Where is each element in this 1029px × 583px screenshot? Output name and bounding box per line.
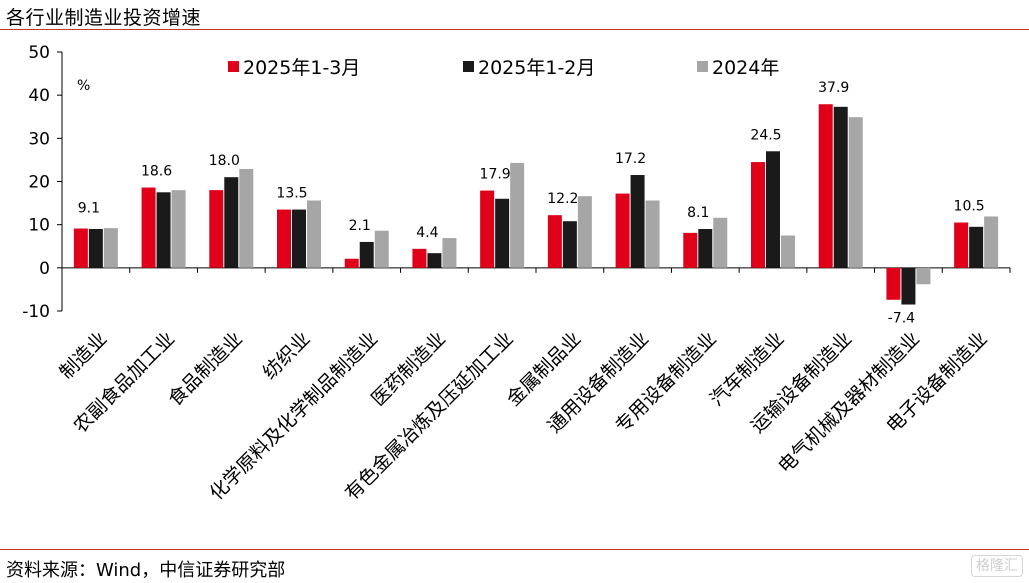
category-label: 制造业 — [56, 328, 112, 384]
data-label: 24.5 — [750, 127, 781, 143]
bar-2 — [833, 106, 848, 268]
y-tick-label: 10 — [28, 216, 50, 236]
bar-2 — [562, 221, 577, 268]
bar-1 — [615, 193, 630, 268]
bar-1 — [73, 228, 88, 268]
bar-3 — [848, 117, 863, 268]
data-label: 17.9 — [480, 167, 511, 183]
bar-2 — [224, 177, 239, 268]
legend-label-1: 2025年1-3月 — [243, 57, 360, 79]
bar-2 — [359, 241, 374, 268]
y-tick-label: 30 — [28, 129, 50, 149]
chart-title: 各行业制造业投资增速 — [6, 7, 202, 29]
bar-3 — [510, 162, 525, 268]
bar-3 — [984, 216, 999, 268]
bar-2 — [698, 228, 713, 268]
bar-1 — [751, 162, 765, 268]
bar-1 — [141, 187, 156, 268]
data-label: 18.6 — [141, 164, 172, 180]
source-note: 资料来源：Wind，中信证券研究部 — [6, 560, 286, 581]
bar-3 — [577, 196, 592, 268]
bar-2 — [427, 253, 442, 268]
bar-2 — [495, 198, 510, 268]
data-label: 10.5 — [954, 199, 985, 215]
data-label: 13.5 — [276, 186, 307, 202]
bar-2 — [766, 151, 780, 268]
bar-2 — [88, 228, 103, 268]
data-label: 9.1 — [78, 201, 100, 217]
bar-3 — [645, 200, 660, 268]
bar-3 — [239, 168, 254, 268]
y-tick-label: 40 — [28, 86, 50, 106]
y-tick-label: 20 — [28, 173, 50, 193]
bar-1 — [547, 215, 562, 268]
bar-1 — [954, 222, 969, 268]
category-label: 纺织业 — [259, 328, 315, 384]
y-tick-label: -10 — [22, 302, 50, 322]
bar-1 — [886, 267, 901, 300]
bar-2 — [292, 209, 306, 268]
y-unit-label: % — [77, 78, 90, 94]
bar-3 — [171, 190, 186, 268]
legend-label-3: 2024年 — [712, 57, 779, 79]
bar-1 — [412, 248, 427, 268]
bar-1 — [818, 104, 833, 268]
legend-swatch-3 — [697, 61, 708, 72]
category-label: 食品制造业 — [164, 328, 247, 411]
bar-3 — [442, 238, 457, 268]
bar-1 — [683, 232, 698, 268]
data-label: 37.9 — [818, 80, 849, 96]
data-label: 4.4 — [416, 225, 438, 241]
bottom-rule — [0, 549, 1029, 550]
y-tick-label: 0 — [39, 259, 50, 279]
legend-swatch-2 — [463, 61, 474, 72]
bar-2 — [969, 226, 984, 268]
top-rule — [0, 29, 1029, 30]
bar-3 — [781, 235, 795, 268]
y-tick-label: 50 — [28, 43, 50, 63]
data-label: 17.2 — [615, 151, 646, 167]
bar-3 — [307, 200, 321, 268]
bar-1 — [209, 190, 224, 268]
data-label: 12.2 — [547, 191, 578, 207]
bar-3 — [916, 267, 931, 285]
data-label: 8.1 — [687, 205, 709, 221]
data-label: 2.1 — [349, 218, 371, 234]
bar-3 — [713, 217, 728, 268]
legend-swatch-1 — [228, 61, 239, 72]
bar-1 — [277, 209, 291, 268]
bar-1 — [480, 190, 495, 268]
bar-2 — [156, 192, 171, 268]
watermark-logo: 格隆汇 — [971, 555, 1023, 577]
bar-1 — [344, 258, 359, 268]
bar-3 — [374, 230, 389, 268]
data-label: 18.0 — [209, 153, 240, 169]
bar-2 — [630, 175, 645, 268]
legend-label-2: 2025年1-2月 — [478, 57, 595, 79]
bar-3 — [103, 228, 118, 268]
bar-2 — [901, 267, 916, 305]
data-label: -7.4 — [888, 311, 915, 327]
